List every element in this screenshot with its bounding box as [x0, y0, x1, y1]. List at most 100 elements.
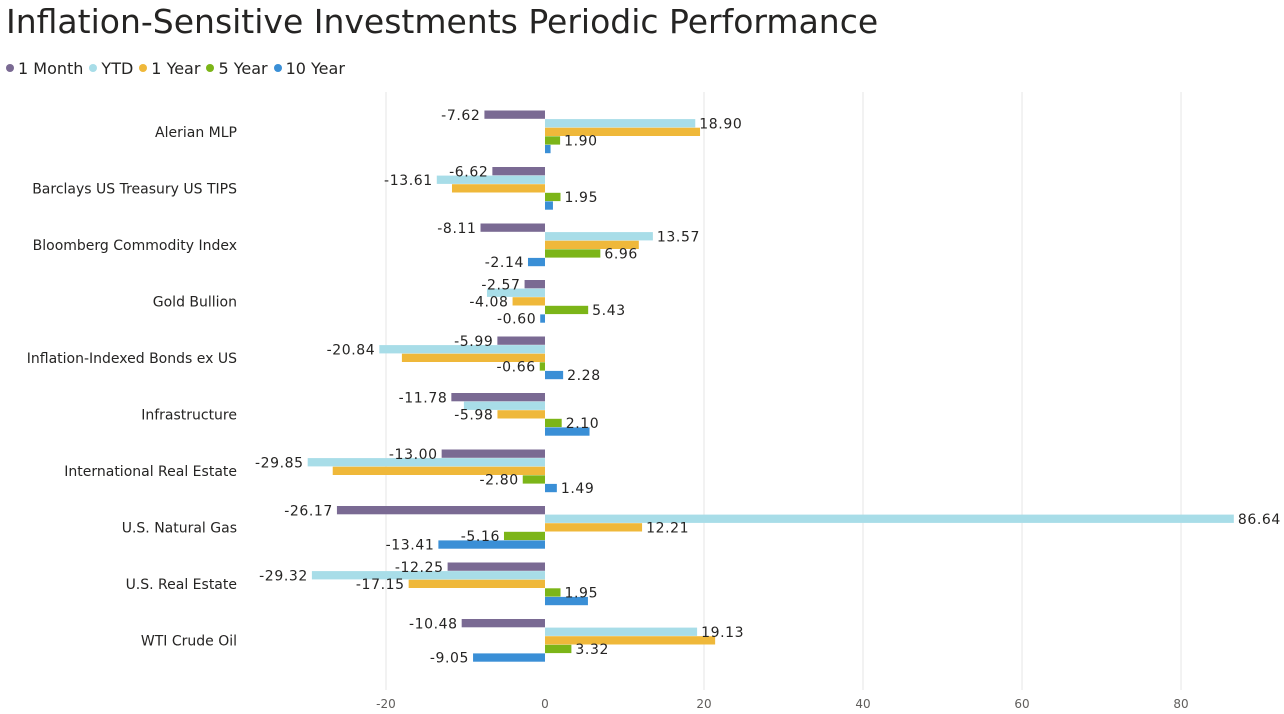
bar-5-year-u-s-real-estate [545, 588, 561, 597]
data-label-1-month-barclays-us-treasury-us-tips: -6.62 [449, 164, 488, 180]
data-label-5-year-u-s-real-estate: 1.95 [565, 586, 599, 602]
data-label-5-year-barclays-us-treasury-us-tips: 1.95 [565, 190, 599, 206]
data-label-10-year-bloomberg-commodity-index: -2.14 [485, 255, 524, 271]
bar-10-year-alerian-mlp [545, 144, 551, 154]
bar-1-month-infrastructure [451, 393, 545, 402]
legend: 1 Month YTD 1 Year 5 Year 10 Year [6, 56, 351, 80]
data-label-1-month-gold-bullion: -2.57 [481, 277, 520, 293]
legend-dot-1-month [6, 64, 14, 72]
legend-dot-10-year [273, 64, 282, 72]
bar-10-year-u-s-real-estate [545, 596, 588, 606]
bar-1-year-infrastructure [497, 410, 545, 419]
data-label-10-year-international-real-estate: 1.49 [561, 481, 595, 497]
legend-dot-5-year [206, 64, 215, 72]
x-tick-label: 0 [541, 697, 549, 711]
data-label-5-year-international-real-estate: -2.80 [480, 473, 519, 489]
data-label-10-year-inflation-indexed-bonds-ex-us: 2.28 [567, 368, 601, 384]
bar-5-year-alerian-mlp [545, 136, 561, 145]
data-label-5-year-infrastructure: 2.10 [566, 416, 600, 432]
bar-10-year-wti-crude-oil [473, 653, 545, 662]
bar-10-year-u-s-natural-gas [438, 540, 545, 549]
legend-item-10-year[interactable]: 10 Year [273, 58, 345, 78]
category-label-infrastructure: Infrastructure [141, 408, 237, 424]
category-label-alerian-mlp: Alerian MLP [155, 125, 237, 141]
bar-1-month-international-real-estate [441, 449, 545, 458]
category-label-wti-crude-oil: WTI Crude Oil [141, 634, 237, 650]
bar-ytd-gold-bullion [486, 288, 545, 297]
data-label-ytd-wti-crude-oil: 19.13 [701, 625, 744, 641]
data-label-1-month-u-s-real-estate: -12.25 [395, 560, 444, 576]
category-label-international-real-estate: International Real Estate [64, 464, 237, 480]
data-label-1-month-infrastructure: -11.78 [399, 390, 448, 406]
bar-5-year-international-real-estate [522, 475, 545, 484]
bar-ytd-infrastructure [463, 401, 545, 410]
bar-1-year-bloomberg-commodity-index [545, 240, 639, 249]
bar-5-year-gold-bullion [545, 305, 589, 315]
bar-10-year-infrastructure [545, 427, 590, 436]
bar-1-month-u-s-real-estate [447, 562, 545, 571]
bar-1-month-u-s-natural-gas [336, 506, 545, 515]
data-label-5-year-gold-bullion: 5.43 [592, 303, 626, 319]
bar-ytd-barclays-us-treasury-us-tips [436, 175, 545, 184]
bar-1-year-wti-crude-oil [545, 636, 716, 645]
legend-item-5-year[interactable]: 5 Year [206, 58, 268, 78]
x-tick-label: 40 [855, 697, 870, 711]
data-label-5-year-u-s-natural-gas: -5.16 [461, 529, 500, 545]
data-label-1-year-gold-bullion: -4.08 [469, 295, 508, 311]
legend-label-1-month: 1 Month [18, 58, 84, 78]
bar-ytd-alerian-mlp [545, 119, 696, 128]
data-label-5-year-inflation-indexed-bonds-ex-us: -0.66 [497, 360, 536, 376]
bar-5-year-infrastructure [545, 418, 562, 428]
x-tick-label: 20 [696, 697, 711, 711]
data-label-5-year-wti-crude-oil: 3.32 [575, 642, 609, 658]
bar-1-year-inflation-indexed-bonds-ex-us [401, 353, 545, 362]
legend-label-ytd: YTD [101, 58, 134, 78]
legend-item-ytd[interactable]: YTD [89, 59, 133, 78]
chart-title: Inflation-Sensitive Investments Periodic… [6, 2, 879, 41]
data-label-1-month-u-s-natural-gas: -26.17 [284, 503, 333, 519]
data-label-1-month-wti-crude-oil: -10.48 [409, 616, 458, 632]
data-label-ytd-international-real-estate: -29.85 [255, 455, 304, 471]
category-label-barclays-us-treasury-us-tips: Barclays US Treasury US TIPS [32, 182, 237, 198]
legend-label-10-year: 10 Year [285, 58, 345, 78]
data-label-ytd-barclays-us-treasury-us-tips: -13.61 [384, 173, 433, 189]
bar-10-year-gold-bullion [540, 314, 545, 323]
bar-ytd-bloomberg-commodity-index [545, 232, 653, 241]
bar-1-year-international-real-estate [332, 466, 545, 475]
legend-item-1-month[interactable]: 1 Month [6, 59, 83, 78]
x-tick-label: 60 [1014, 697, 1029, 711]
bar-ytd-u-s-natural-gas [545, 514, 1234, 523]
bar-5-year-barclays-us-treasury-us-tips [545, 192, 561, 202]
data-label-10-year-wti-crude-oil: -9.05 [430, 651, 469, 667]
bar-ytd-inflation-indexed-bonds-ex-us [379, 345, 545, 354]
data-label-1-year-infrastructure: -5.98 [454, 408, 493, 424]
legend-dot-1-year [139, 64, 148, 72]
x-tick-label: -20 [376, 697, 396, 711]
legend-label-5-year: 5 Year [218, 58, 268, 78]
bar-5-year-u-s-natural-gas [503, 531, 545, 541]
bar-ytd-u-s-real-estate [311, 571, 545, 580]
data-label-ytd-bloomberg-commodity-index: 13.57 [657, 229, 700, 245]
bar-1-month-gold-bullion [524, 280, 545, 289]
bar-5-year-inflation-indexed-bonds-ex-us [539, 362, 545, 371]
data-label-5-year-bloomberg-commodity-index: 6.96 [604, 247, 638, 263]
bar-1-year-u-s-real-estate [408, 579, 545, 588]
category-label-inflation-indexed-bonds-ex-us: Inflation-Indexed Bonds ex US [27, 351, 237, 367]
category-label-bloomberg-commodity-index: Bloomberg Commodity Index [33, 238, 237, 254]
category-label-u-s-real-estate: U.S. Real Estate [126, 577, 237, 593]
data-label-ytd-alerian-mlp: 18.90 [699, 116, 742, 132]
category-label-gold-bullion: Gold Bullion [153, 295, 237, 311]
bar-1-year-alerian-mlp [545, 127, 701, 136]
bar-1-month-wti-crude-oil [461, 619, 545, 628]
bar-1-month-barclays-us-treasury-us-tips [492, 167, 545, 176]
legend-dot-ytd [89, 64, 98, 72]
bar-1-year-barclays-us-treasury-us-tips [451, 184, 545, 193]
bar-1-month-alerian-mlp [484, 110, 545, 119]
legend-item-1-year[interactable]: 1 Year [139, 59, 200, 78]
x-tick-label: 80 [1173, 697, 1188, 711]
bar-5-year-bloomberg-commodity-index [545, 249, 601, 258]
bar-ytd-international-real-estate [307, 458, 545, 467]
legend-label-1-year: 1 Year [151, 58, 201, 78]
data-label-1-year-u-s-natural-gas: 12.21 [646, 521, 689, 537]
bar-1-month-bloomberg-commodity-index [480, 223, 545, 232]
